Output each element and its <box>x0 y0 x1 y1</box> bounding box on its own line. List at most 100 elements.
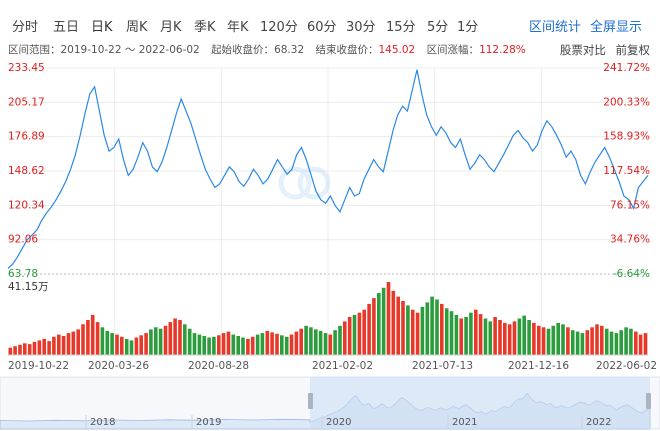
volume-bar <box>265 330 270 355</box>
tab-60m[interactable]: 60分 <box>307 20 337 35</box>
volume-bar <box>638 334 643 355</box>
navigator-handle[interactable] <box>646 393 651 409</box>
volume-bar <box>207 337 211 355</box>
tab-5d[interactable]: 五日 <box>53 20 80 35</box>
volume-bar <box>624 327 628 355</box>
x-tick-label: 2022-06-02 <box>596 360 657 372</box>
volume-bar <box>246 338 250 355</box>
volume-bar <box>634 331 638 355</box>
tab-quarter[interactable]: 季K <box>194 20 216 35</box>
price-line <box>7 69 649 269</box>
x-tick-label: 2020-03-26 <box>88 360 149 372</box>
y-axis-left: 233.45 205.17 176.89 148.62 120.34 92.06 63.78 <box>8 62 45 280</box>
y-right-tick-label: 76.15% <box>610 199 650 211</box>
volume-bar <box>566 327 570 355</box>
volume-bar <box>178 320 182 355</box>
y-right-tick-label: 200.33% <box>603 96 650 108</box>
volume-bar <box>299 328 303 355</box>
tab-1m[interactable]: 1分 <box>457 20 479 35</box>
navigator-year-label: 2018 <box>90 417 115 428</box>
volume-bar <box>381 287 386 355</box>
tab-5m[interactable]: 5分 <box>427 20 449 35</box>
range-value: 2019-10-22 ～ 2022-06-02 <box>60 44 200 56</box>
volume-bar <box>328 334 333 355</box>
navigator-selection[interactable] <box>310 377 650 429</box>
tab-15m[interactable]: 15分 <box>386 20 416 35</box>
x-tick-label: 2021-02-02 <box>312 360 373 372</box>
x-axis-labels: 2019-10-22 2020-03-26 2020-08-28 2021-02-02… <box>8 360 657 372</box>
volume-bar <box>110 333 114 355</box>
volume-bar <box>352 314 357 356</box>
volume-bar <box>115 334 119 355</box>
tab-day[interactable]: 日K <box>91 20 113 35</box>
volume-bar <box>410 309 415 355</box>
stock-compare-button[interactable]: 股票对比 <box>559 43 606 57</box>
volume-bar <box>435 299 439 355</box>
end-close-value: 145.02 <box>378 44 416 56</box>
volume-bar <box>260 333 265 355</box>
volume-bar <box>483 318 488 355</box>
volume-bar <box>367 303 371 355</box>
volume-bar <box>595 324 599 355</box>
tab-year[interactable]: 年K <box>227 20 249 35</box>
tab-month[interactable]: 月K <box>160 20 182 35</box>
volume-bar <box>8 347 13 355</box>
range-stats-button[interactable]: 区间统计 <box>529 20 582 35</box>
volume-bar <box>37 340 42 355</box>
volume-bar <box>357 312 362 355</box>
volume-bar <box>57 334 61 355</box>
y-right-tick-label: 117.54% <box>603 165 650 177</box>
navigator-year-label: 2022 <box>586 417 611 428</box>
volume-bar <box>614 333 619 355</box>
volume-bars <box>8 282 648 356</box>
volume-bar <box>124 338 129 355</box>
volume-bar <box>590 327 594 355</box>
volume-bar <box>318 330 323 355</box>
volume-bar <box>537 325 541 355</box>
volume-bar <box>522 315 526 355</box>
volume-bar <box>570 330 575 355</box>
price-series-line <box>7 69 649 269</box>
volume-bar <box>187 328 192 355</box>
volume-bar <box>81 324 85 355</box>
volume-bar <box>197 334 202 355</box>
volume-bar <box>464 317 468 355</box>
fullscreen-button[interactable]: 全屏显示 <box>590 20 643 35</box>
volume-bar <box>255 334 260 355</box>
navigator-year-label: 2021 <box>452 417 477 428</box>
tab-fs[interactable]: 分时 <box>12 20 39 35</box>
volume-bar <box>76 329 80 355</box>
start-close-value: 68.32 <box>274 44 305 56</box>
forward-adjust-button[interactable]: 前复权 <box>615 43 651 57</box>
y-left-tick-label: 120.34 <box>8 199 45 211</box>
volume-bar <box>183 324 187 355</box>
volume-bar <box>507 324 512 355</box>
volume-bar <box>61 336 66 355</box>
range-info-bar: 区间范围：2019-10-22 ～ 2022-06-02 起始收盘价：68.32… <box>8 42 658 58</box>
volume-bar <box>440 303 444 355</box>
volume-bar <box>517 318 522 355</box>
volume-bar <box>13 346 17 355</box>
volume-bar <box>444 308 449 355</box>
volume-bar <box>18 344 22 355</box>
volume-bar <box>202 336 206 355</box>
volume-bar <box>134 337 139 355</box>
y-right-tick-label: 158.93% <box>603 131 650 143</box>
volume-bar <box>192 333 197 355</box>
tab-120m[interactable]: 120分 <box>260 20 298 35</box>
navigator-handle[interactable] <box>308 393 313 409</box>
tab-week[interactable]: 周K <box>126 20 148 35</box>
volume-bar <box>391 290 396 355</box>
y-axis-right: 241.72% 200.33% 158.93% 117.54% 76.15% 34.76%… <box>603 62 650 280</box>
volume-bar <box>168 322 173 355</box>
volume-bar <box>532 322 536 355</box>
y-right-tick-label: 34.76% <box>610 234 650 246</box>
volume-bar <box>362 309 366 355</box>
y-left-tick-label: 176.89 <box>8 131 45 143</box>
volume-bar <box>386 282 391 355</box>
range-navigator[interactable]: 2018 2019 2020 2021 2022 <box>0 376 660 430</box>
y-left-tick-label: 92.06 <box>8 234 38 246</box>
tab-30m[interactable]: 30分 <box>346 20 376 35</box>
volume-bar <box>52 336 56 356</box>
